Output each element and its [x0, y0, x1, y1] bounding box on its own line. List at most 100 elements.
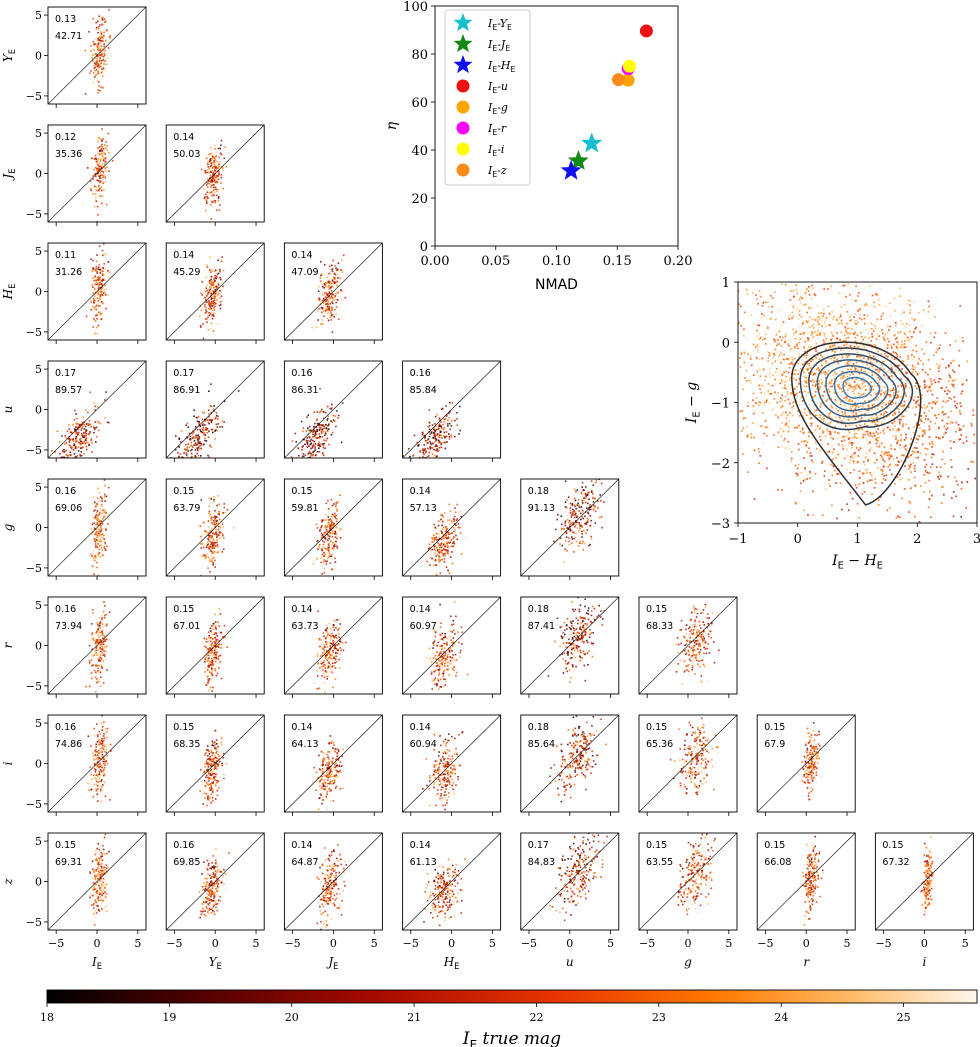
scatter-point [335, 425, 337, 428]
scatter-point [200, 499, 202, 501]
scatter-point [94, 38, 97, 41]
scatter-point [98, 520, 100, 523]
scatter-point [561, 637, 564, 640]
scatter-point [335, 540, 337, 543]
scatter-point [99, 520, 102, 523]
scatter-point [439, 419, 441, 421]
scatter-point [448, 503, 451, 506]
scatter-point [452, 640, 454, 643]
scatter-point [96, 303, 99, 306]
scatter-point [97, 66, 99, 68]
scatter-point [62, 450, 64, 452]
scatter-point [566, 617, 569, 620]
scatter-point [94, 409, 96, 411]
scatter-point [322, 661, 325, 664]
scatter-point [564, 506, 567, 508]
scatter-point [96, 57, 98, 60]
scatter-point [99, 54, 101, 56]
scatter-point [104, 161, 107, 164]
scatter-point [207, 520, 210, 522]
scatter-point [204, 530, 206, 532]
scatter-point [104, 500, 106, 502]
scatter-point [199, 441, 201, 443]
scatter-point [90, 439, 93, 442]
scatter-point [99, 36, 101, 38]
scatter-point [98, 519, 101, 521]
scatter-point [444, 662, 446, 665]
scatter-point [96, 642, 98, 645]
scatter-point [329, 540, 331, 542]
scatter-point [698, 646, 701, 649]
scatter-point [211, 180, 213, 182]
scatter-point [317, 290, 320, 293]
scatter-point [102, 519, 104, 522]
scatter-point [210, 162, 212, 164]
scatter-point [446, 644, 449, 646]
scatter-point [331, 530, 333, 532]
scatter-point [440, 427, 443, 429]
scatter-point [95, 320, 97, 322]
scatter-point [181, 483, 183, 485]
scatter-point [186, 468, 188, 470]
scatter-point [103, 263, 105, 265]
scatter-point [66, 457, 69, 458]
scatter-point [309, 440, 311, 442]
scatter-point [76, 422, 79, 425]
scatter-point [208, 303, 210, 305]
scatter-point [92, 269, 94, 271]
scatter-point [215, 298, 217, 300]
scatter-point [448, 422, 451, 425]
scatter-point [96, 518, 99, 521]
scatter-point [94, 220, 96, 222]
scatter-point [327, 523, 330, 525]
scatter-point [96, 47, 99, 49]
scatter-point [104, 510, 106, 513]
panel-points [402, 401, 461, 458]
scatter-point [592, 497, 595, 500]
scatter-point [448, 523, 451, 526]
scatter-point [699, 624, 701, 627]
scatter-point [100, 765, 102, 768]
scatter-point [100, 668, 103, 670]
scatter-point [104, 728, 107, 730]
scatter-point [211, 577, 213, 579]
scatter-point [209, 318, 211, 321]
scatter-point [459, 511, 461, 513]
scatter-point [322, 302, 325, 304]
scatter-point [585, 493, 587, 496]
scatter-point [327, 424, 329, 427]
scatter-point [223, 503, 225, 505]
scatter-point [574, 497, 576, 500]
scatter-point [445, 549, 447, 551]
scatter-point [694, 619, 697, 621]
scatter-point [330, 519, 332, 521]
scatter-point [99, 528, 102, 530]
scatter-point [91, 294, 94, 296]
scatter-point [421, 433, 424, 436]
scatter-point [102, 292, 105, 294]
scatter-point [324, 285, 327, 287]
scatter-point [180, 430, 183, 432]
scatter-point [310, 454, 312, 457]
scatter-point [584, 617, 587, 620]
scatter-point [589, 515, 592, 517]
scatter-point [98, 39, 100, 41]
scatter-point [97, 31, 99, 34]
scatter-point [225, 166, 228, 168]
scatter-point [426, 581, 428, 583]
scatter-point [207, 421, 210, 424]
scatter-point [453, 541, 455, 543]
scatter-point [440, 686, 443, 688]
scatter-point [92, 755, 95, 757]
scatter-point [103, 175, 106, 177]
scatter-point [100, 283, 103, 285]
scatter-point [584, 598, 586, 601]
scatter-point [91, 633, 94, 635]
scatter-point [214, 438, 216, 440]
scatter-point [456, 518, 459, 520]
scatter-point [193, 440, 196, 442]
scatter-point [96, 561, 98, 564]
scatter-point [95, 186, 97, 189]
scatter-point [424, 437, 426, 440]
scatter-point [212, 628, 214, 631]
